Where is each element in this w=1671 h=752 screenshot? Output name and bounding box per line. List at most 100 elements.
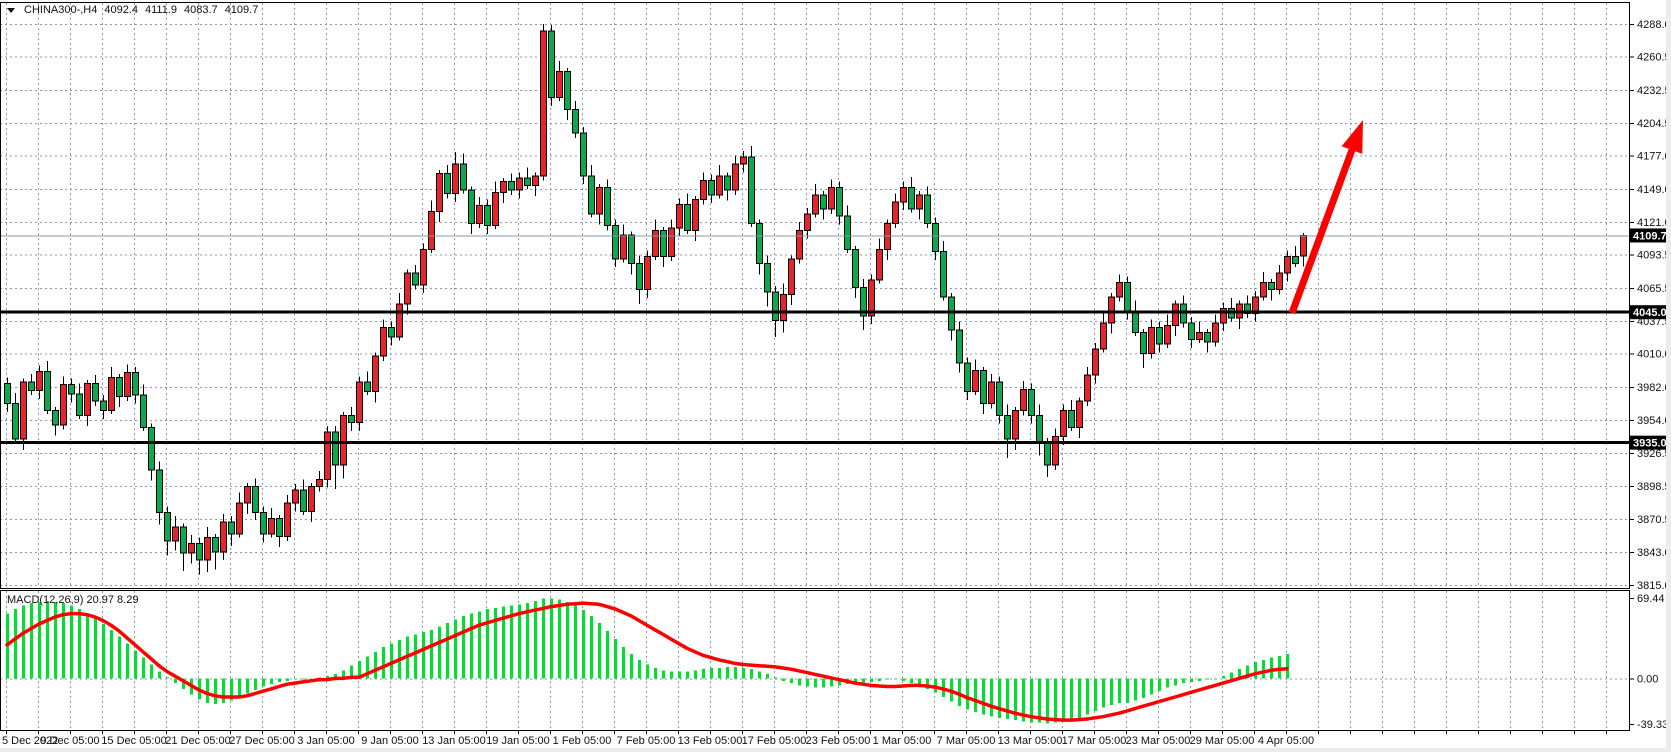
candle-body — [596, 187, 603, 215]
time-axis-label: 17 Mar 05:00 — [1062, 735, 1127, 747]
candle-body — [1044, 440, 1051, 466]
candle-body — [668, 227, 675, 257]
candle-body — [1108, 296, 1115, 324]
candle-body — [1132, 310, 1139, 333]
candle-body — [364, 381, 371, 393]
candle-body — [908, 187, 915, 210]
candle-body — [1012, 410, 1019, 440]
time-axis-label: 13 Feb 05:00 — [678, 735, 743, 747]
price-tick-label: 4260.5 — [1637, 52, 1671, 64]
candle-body — [1004, 414, 1011, 440]
symbol-dropdown-icon[interactable] — [7, 7, 15, 13]
candle-body — [28, 381, 35, 391]
candle-body — [84, 382, 91, 416]
macd-panel-frame — [0, 590, 1630, 731]
candle-body — [164, 512, 171, 542]
candle-body — [580, 132, 587, 177]
candle-body — [860, 286, 867, 317]
candle-body — [748, 156, 755, 224]
price-tick-label: 3898.5 — [1637, 481, 1671, 493]
trend-arrow-annotation[interactable] — [1288, 120, 1363, 315]
hline-price-tag-bg — [1630, 435, 1669, 450]
time-axis-label: 7 Mar 05:00 — [937, 735, 996, 747]
time-axis-label: 1 Feb 05:00 — [553, 735, 612, 747]
candle-body — [292, 489, 299, 504]
candle-body — [60, 384, 67, 426]
candle-body — [1036, 414, 1043, 442]
time-axis-label: 19 Jan 05:00 — [486, 735, 550, 747]
candle-body — [964, 362, 971, 393]
candle-body — [932, 222, 939, 253]
candle-body — [708, 180, 715, 196]
candle-body — [556, 70, 563, 99]
candle-body — [436, 172, 443, 212]
candle-body — [780, 293, 787, 322]
candle-body — [644, 255, 651, 291]
candle-body — [212, 537, 219, 553]
candle-body — [1172, 303, 1179, 326]
candle-body — [1084, 374, 1091, 402]
time-axis-label: 23 Mar 05:00 — [1126, 735, 1191, 747]
candle-body — [1140, 331, 1147, 355]
candle-body — [940, 251, 947, 298]
candle-body — [1300, 234, 1307, 257]
candle-body — [1116, 282, 1123, 298]
candle-body — [284, 502, 291, 537]
candle-body — [484, 204, 491, 227]
candle-body — [1060, 410, 1067, 438]
candle-body — [924, 194, 931, 224]
candle-body — [764, 263, 771, 293]
candle-body — [836, 187, 843, 217]
panel-frames — [0, 2, 1630, 731]
candle-body — [476, 204, 483, 224]
candle-body — [188, 542, 195, 554]
candle-body — [428, 210, 435, 250]
arrow-head[interactable] — [1341, 120, 1363, 154]
time-axis-label: 21 Dec 05:00 — [165, 735, 230, 747]
candle-body — [36, 371, 43, 391]
candle-body — [988, 381, 995, 405]
candle-body — [140, 394, 147, 428]
price-tick-label: 3926.5 — [1637, 448, 1671, 460]
hline-price-tag: 3935.0 — [1630, 435, 1669, 450]
candle-body — [628, 234, 635, 265]
time-axis-label: 4 Apr 05:00 — [1258, 735, 1314, 747]
main-chart-frame — [0, 2, 1630, 589]
candle-body — [1100, 322, 1107, 350]
candle-body — [1068, 410, 1075, 428]
candle-body — [220, 521, 227, 553]
price-axis: 4288.0 4260.5 4232.5 4204.5 4177.0 4149.0 4121… — [1630, 19, 1671, 731]
candle-body — [492, 191, 499, 227]
candle-body — [244, 486, 251, 504]
symbol-period-label: CHINA300-,H4 — [24, 4, 98, 16]
candle-body — [604, 187, 611, 227]
price-tick-label: 4204.5 — [1637, 118, 1671, 130]
candle-body — [700, 180, 707, 201]
candle-body — [772, 291, 779, 322]
candle-body — [1196, 331, 1203, 340]
hline-price-tag-text: 3935.0 — [1633, 438, 1667, 450]
candle-body — [252, 486, 259, 514]
quote-close-value: 4109.7 — [224, 4, 259, 16]
macd-signal-polyline — [5, 601, 1289, 722]
candle-body — [132, 372, 139, 396]
arrow-shaft[interactable] — [1288, 145, 1357, 315]
time-axis-label: 23 Feb 05:00 — [806, 735, 871, 747]
candle-body — [124, 372, 131, 397]
candle-body — [820, 194, 827, 210]
candle-body — [812, 194, 819, 215]
candle-body — [844, 215, 851, 250]
candle-body — [1020, 388, 1027, 412]
candle-body — [20, 381, 27, 440]
candle-body — [892, 201, 899, 224]
candle-body — [156, 469, 163, 514]
candle-body — [204, 537, 211, 561]
candle-body — [1292, 255, 1299, 265]
candle-body — [788, 258, 795, 295]
candle-body — [652, 229, 659, 257]
candle-body — [356, 381, 363, 424]
